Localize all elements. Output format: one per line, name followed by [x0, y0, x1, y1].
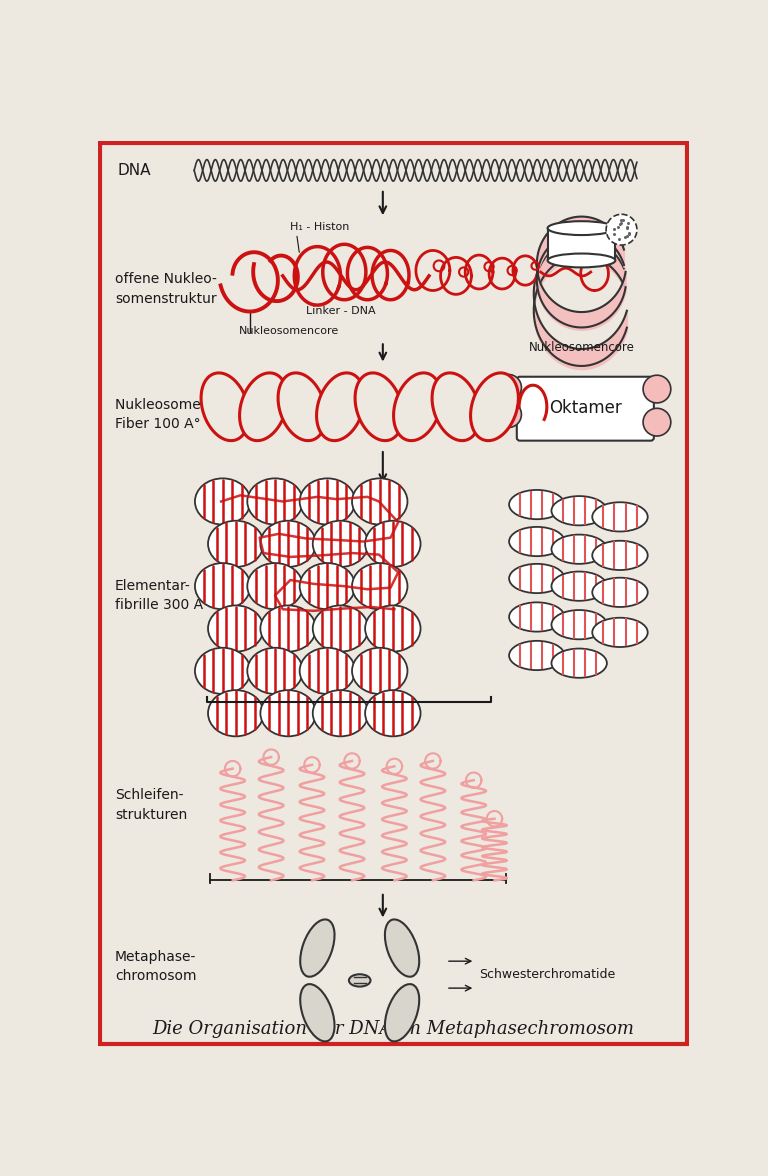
Ellipse shape — [247, 479, 303, 524]
Ellipse shape — [352, 563, 408, 609]
Bar — [548, 228, 615, 260]
Ellipse shape — [365, 606, 421, 652]
Ellipse shape — [548, 254, 615, 267]
Ellipse shape — [551, 610, 607, 640]
Polygon shape — [393, 373, 442, 441]
Ellipse shape — [592, 577, 647, 607]
Ellipse shape — [195, 648, 250, 694]
Text: Elementar-
fibrille 300 A°: Elementar- fibrille 300 A° — [115, 579, 210, 613]
Text: Die Organisation der DNA im Metaphasechromosom: Die Organisation der DNA im Metaphasechr… — [153, 1020, 634, 1038]
Polygon shape — [201, 373, 249, 441]
Ellipse shape — [509, 527, 564, 556]
Ellipse shape — [352, 648, 408, 694]
Ellipse shape — [551, 572, 607, 601]
Ellipse shape — [313, 690, 368, 736]
Ellipse shape — [349, 974, 370, 987]
Text: Oktamer: Oktamer — [549, 400, 622, 417]
Circle shape — [495, 401, 521, 428]
Text: Schleifen-
strukturen: Schleifen- strukturen — [115, 788, 187, 822]
Ellipse shape — [300, 920, 335, 977]
Ellipse shape — [592, 502, 647, 532]
Text: Nukleosomen -
Fiber 100 A°: Nukleosomen - Fiber 100 A° — [115, 397, 219, 432]
Ellipse shape — [509, 641, 564, 670]
Ellipse shape — [208, 690, 263, 736]
Circle shape — [643, 408, 670, 436]
Ellipse shape — [313, 521, 368, 567]
Text: H₁ - Histon: H₁ - Histon — [290, 222, 349, 233]
Ellipse shape — [208, 606, 263, 652]
Ellipse shape — [551, 535, 607, 563]
Ellipse shape — [247, 563, 303, 609]
Ellipse shape — [385, 984, 419, 1042]
Ellipse shape — [313, 606, 368, 652]
Ellipse shape — [195, 563, 250, 609]
Text: Metaphase-
chromosom: Metaphase- chromosom — [115, 950, 197, 983]
Ellipse shape — [195, 479, 250, 524]
Ellipse shape — [260, 606, 316, 652]
Text: Schwesterchromatide: Schwesterchromatide — [479, 968, 615, 981]
Circle shape — [606, 214, 637, 245]
Ellipse shape — [260, 690, 316, 736]
Text: Nukleosomencore: Nukleosomencore — [239, 326, 339, 335]
Polygon shape — [240, 373, 287, 441]
Ellipse shape — [365, 521, 421, 567]
Ellipse shape — [509, 490, 564, 519]
Text: offene Nukleo-
somenstruktur: offene Nukleo- somenstruktur — [115, 272, 217, 306]
Ellipse shape — [592, 541, 647, 570]
Ellipse shape — [208, 521, 263, 567]
Polygon shape — [316, 373, 364, 441]
Ellipse shape — [260, 521, 316, 567]
Polygon shape — [432, 373, 480, 441]
Polygon shape — [471, 373, 518, 441]
Ellipse shape — [592, 617, 647, 647]
Ellipse shape — [300, 479, 355, 524]
Ellipse shape — [300, 563, 355, 609]
Ellipse shape — [300, 648, 355, 694]
Ellipse shape — [509, 563, 564, 593]
Circle shape — [495, 374, 521, 401]
Ellipse shape — [365, 690, 421, 736]
Circle shape — [643, 375, 670, 403]
Ellipse shape — [509, 602, 564, 632]
Ellipse shape — [247, 648, 303, 694]
Ellipse shape — [551, 648, 607, 677]
Polygon shape — [355, 373, 403, 441]
Polygon shape — [278, 373, 326, 441]
Ellipse shape — [551, 496, 607, 526]
Text: DNA: DNA — [497, 383, 519, 392]
FancyBboxPatch shape — [517, 376, 654, 441]
Text: Nukleosomencore: Nukleosomencore — [528, 341, 634, 354]
Ellipse shape — [352, 479, 408, 524]
Ellipse shape — [300, 984, 335, 1042]
Ellipse shape — [548, 221, 615, 235]
Text: Linker - DNA: Linker - DNA — [306, 306, 376, 315]
Text: DNA: DNA — [118, 163, 151, 178]
Ellipse shape — [385, 920, 419, 977]
